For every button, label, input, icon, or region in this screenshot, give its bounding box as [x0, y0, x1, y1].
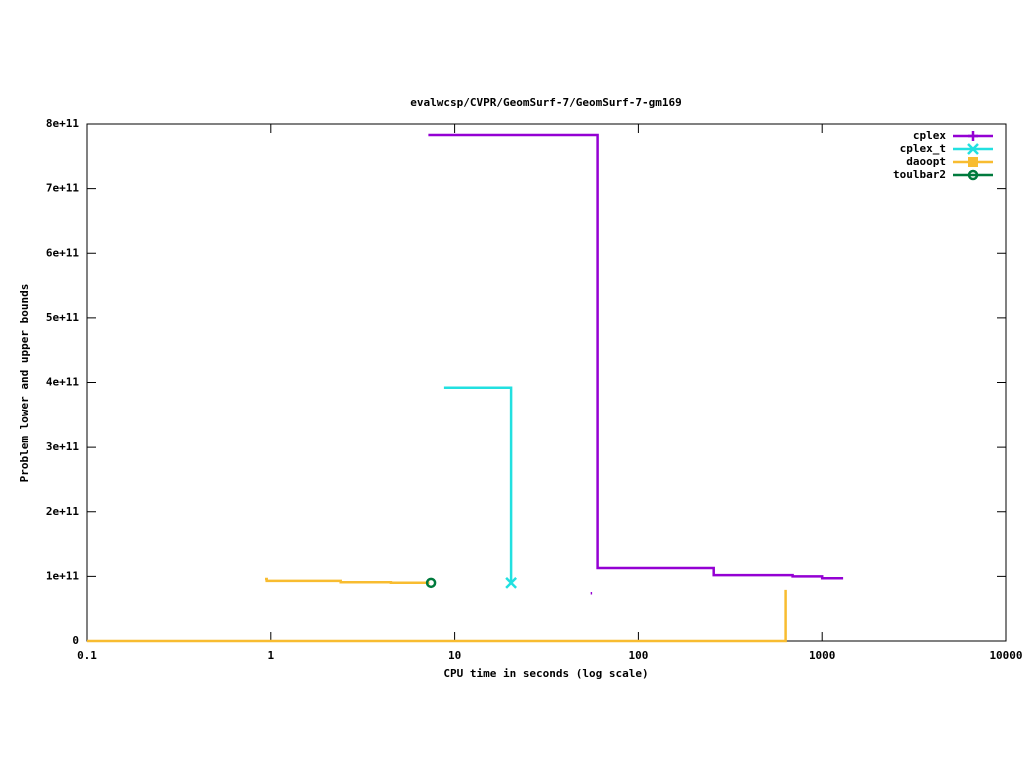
x-tick-label: 10000: [989, 649, 1022, 662]
x-tick-label: 1000: [809, 649, 836, 662]
series-line: [428, 133, 844, 595]
y-axis-label: Problem lower and upper bounds: [18, 284, 31, 483]
x-tick-label: 10: [448, 649, 461, 662]
y-tick-label: 4e+11: [46, 376, 79, 389]
y-tick-label: 5e+11: [46, 311, 79, 324]
y-tick-label: 0: [72, 634, 79, 647]
y-tick-label: 6e+11: [46, 246, 79, 259]
series-line: [443, 386, 513, 583]
y-tick-label: 7e+11: [46, 182, 79, 195]
y-tick-label: 2e+11: [46, 505, 79, 518]
legend-label: cplex_t: [900, 142, 946, 155]
legend-label: daoopt: [906, 155, 946, 168]
y-tick-label: 3e+11: [46, 440, 79, 453]
y-tick-label: 1e+11: [46, 569, 79, 582]
legend-marker: [968, 131, 978, 141]
chart-title: evalwcsp/CVPR/GeomSurf-7/GeomSurf-7-gm16…: [410, 96, 682, 109]
legend-marker: [968, 157, 978, 167]
x-axis-label: CPU time in seconds (log scale): [443, 667, 648, 680]
plot-frame: [86, 123, 1007, 642]
legend-marker: [967, 143, 979, 155]
series-marker: [425, 577, 437, 589]
x-tick-label: 100: [628, 649, 648, 662]
series-marker: [505, 576, 518, 589]
x-tick-label: 0.1: [77, 649, 97, 662]
legend-label: cplex: [913, 129, 946, 142]
series-line: [87, 577, 787, 643]
legend-marker: [967, 169, 979, 181]
x-tick-label: 1: [267, 649, 274, 662]
y-tick-label: 8e+11: [46, 117, 79, 130]
legend-label: toulbar2: [893, 168, 946, 181]
